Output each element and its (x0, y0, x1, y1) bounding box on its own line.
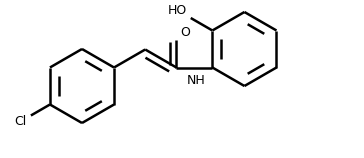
Text: NH: NH (187, 73, 206, 86)
Text: HO: HO (167, 4, 187, 17)
Text: Cl: Cl (15, 115, 27, 128)
Text: O: O (181, 25, 190, 39)
